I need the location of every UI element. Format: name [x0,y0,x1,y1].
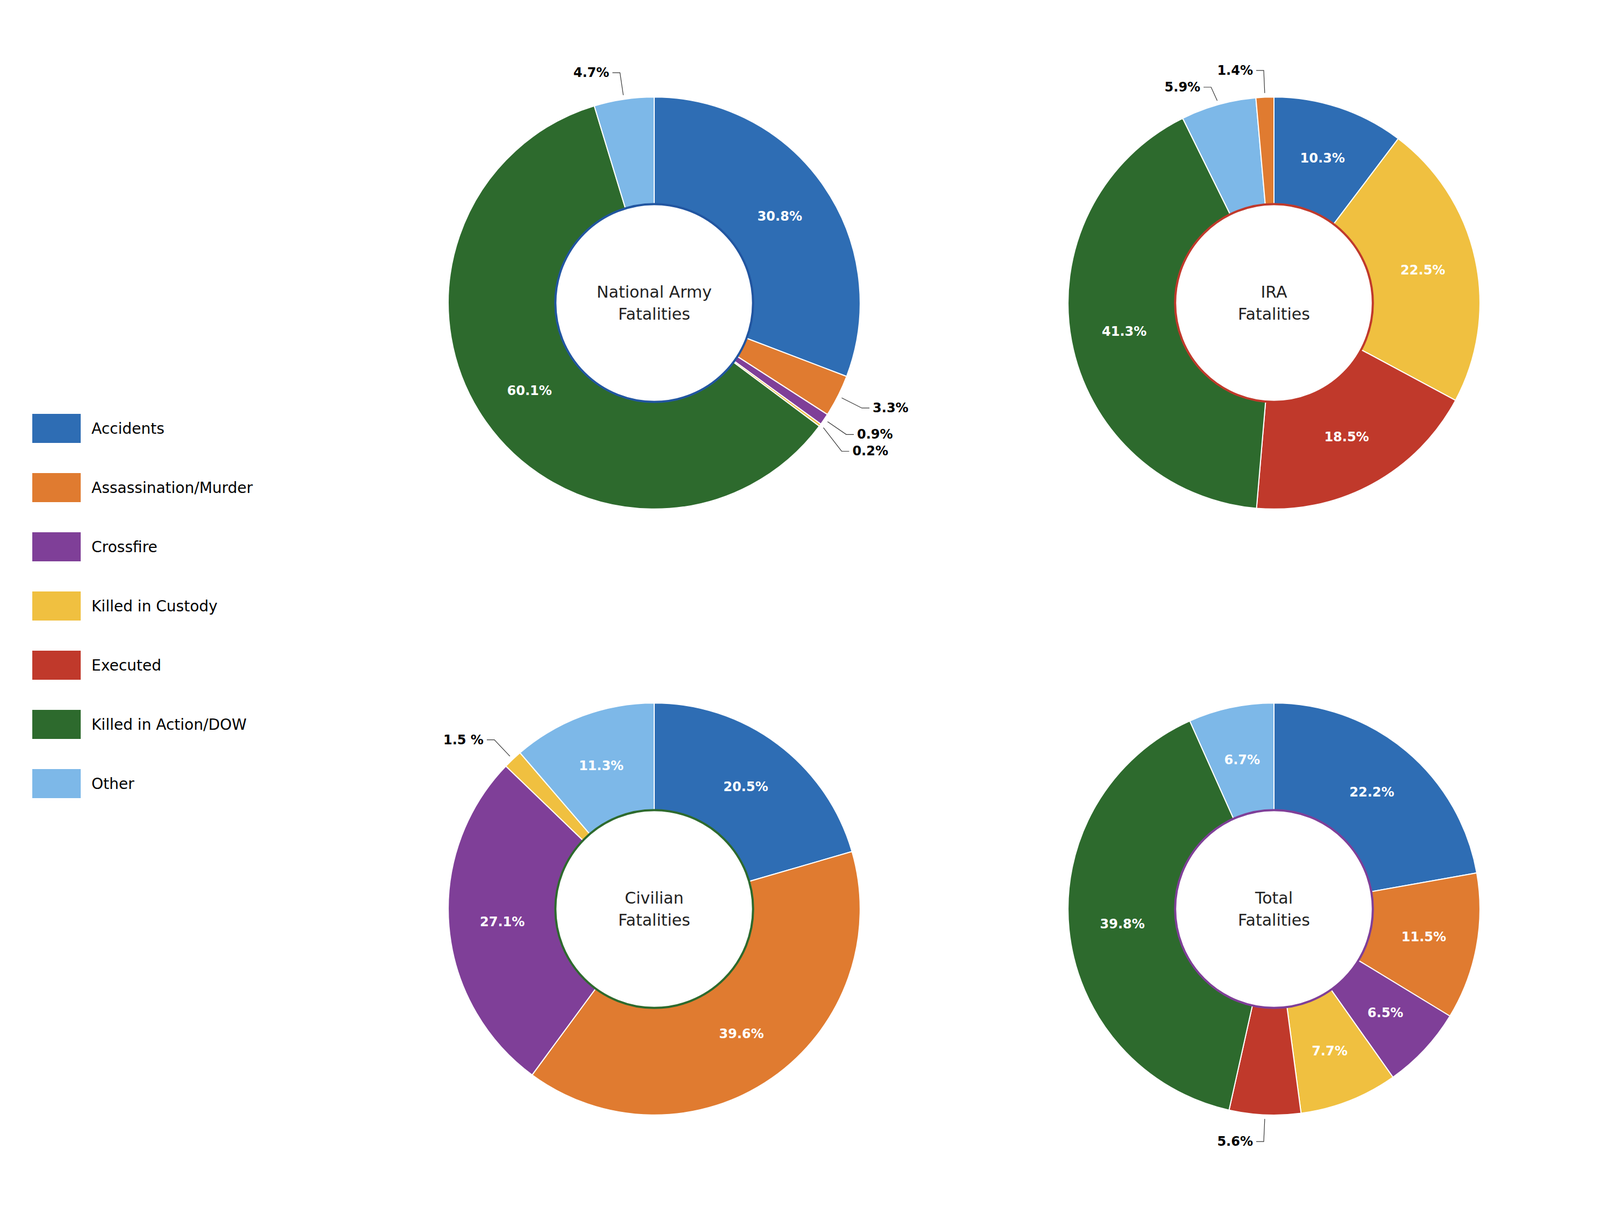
chart-canvas: National ArmyFatalities30.8%60.1%3.3%0.9… [0,0,1600,1212]
donut-slice [1273,702,1477,892]
slices [448,96,861,509]
legend-swatch [32,472,81,502]
leader-line [612,72,623,96]
donut-chart: CivilianFatalities 20.5% 39.6% 27.1% 11.3% 1.… [443,702,861,1115]
data-label: 1.5 % [443,732,484,748]
data-label: 39.6% [719,1025,764,1042]
data-label: 6.5% [1367,1004,1404,1021]
data-label: 7.7% [1311,1043,1348,1059]
donut-slice [1190,702,1274,819]
data-label: 30.8% [757,208,803,224]
data-label: 6.7% [1224,752,1261,768]
chart-title-line: Fatalities [1237,910,1311,930]
data-labels: 20.5% 39.6% 27.1% 11.3% 1.5 % [443,732,769,1042]
legend-swatch [32,413,81,443]
leader-line [486,739,511,757]
leader-line [1203,87,1217,101]
legend-label: Executed [91,656,162,675]
data-label: 60.1% [507,383,552,399]
data-labels: 30.8% 60.1% 3.3% 0.9%0.2% 4.7% [507,65,909,459]
legend-item: Killed in Action/DOW [32,709,247,739]
data-label: 5.6% [1216,1133,1253,1149]
legend-label: Assassination/Murder [91,478,253,497]
legend-item: Assassination/Murder [32,472,253,502]
legend-swatch [32,650,81,680]
donut-chart: IRAFatalities 10.3% 22.5% 18.5% 41.3% 5.9% 1.4… [1067,62,1481,509]
data-label: 10.3% [1300,150,1345,166]
data-label: 3.3% [872,400,909,416]
legend-label: Killed in Custody [91,597,218,615]
donut-chart: National ArmyFatalities 30.8% 60.1% 3.3% 0.9… [448,65,909,509]
legend: Accidents Assassination/Murder Crossfire Ki… [32,413,253,798]
legend-label: Killed in Action/DOW [91,715,247,734]
leader-line [1256,70,1265,94]
legend-swatch [32,768,81,798]
leader-line [827,421,854,435]
donut-slice [1182,97,1266,215]
data-label: 20.5% [723,779,768,795]
slices [448,702,861,1115]
chart-title-line: Civilian [624,888,684,908]
data-label: 11.5% [1401,929,1447,945]
data-label: 41.3% [1101,323,1147,339]
legend-item: Accidents [32,413,165,443]
legend-item: Executed [32,650,162,680]
donut-slice [654,96,861,377]
data-label: 0.2% [852,443,889,459]
slices [1067,702,1481,1115]
data-label: 22.5% [1400,262,1446,278]
data-labels: 22.2% 11.5% 6.5% 7.7% 39.8% 6.7% 5.6% [1099,752,1447,1149]
inner-ring [1174,203,1373,402]
leader-line [823,427,849,452]
donut-slice [654,702,853,882]
donut-slice [1256,349,1456,509]
data-label: 0.9% [857,426,894,442]
legend-swatch [32,591,81,621]
data-label: 22.2% [1349,784,1394,800]
data-labels: 10.3% 22.5% 18.5% 41.3% 5.9% 1.4% [1101,62,1446,445]
data-label: 39.8% [1099,916,1145,932]
chart-title-line: Fatalities [1237,304,1311,324]
legend-label: Accidents [91,419,165,438]
legend-item: Other [32,768,135,798]
data-label: 18.5% [1324,429,1369,445]
leader-line [841,397,870,408]
donut-slice [519,702,655,834]
legend-label: Crossfire [91,537,158,556]
legend-label: Other [91,774,135,793]
chart-title: National ArmyFatalities [596,282,712,324]
data-label: 1.4% [1216,62,1253,79]
legend-item: Crossfire [32,532,158,562]
donut-chart: TotalFatalities 22.2% 11.5% 6.5% 7.7% 39.8% 6.… [1067,702,1481,1149]
data-label: 27.1% [479,914,525,930]
chart-title: TotalFatalities [1237,888,1311,930]
chart-title: CivilianFatalities [618,888,691,930]
leader-line [1256,1118,1265,1142]
slices [1067,96,1481,509]
legend-swatch [32,709,81,739]
donut-slice [594,96,655,209]
chart-title-line: Total [1254,888,1293,908]
chart-title-line: Fatalities [618,910,691,930]
legend-item: Killed in Custody [32,591,218,621]
data-label: 11.3% [578,758,624,774]
legend-swatch [32,532,81,562]
donut-slice [1255,96,1274,205]
chart-title: IRAFatalities [1237,282,1311,324]
chart-title-line: IRA [1261,282,1288,302]
data-label: 5.9% [1164,79,1201,95]
inner-ring [1174,809,1373,1008]
inner-ring [555,809,754,1008]
data-label: 4.7% [573,65,610,81]
chart-title-line: Fatalities [618,304,691,324]
inner-ring [555,203,754,402]
chart-title-line: National Army [596,282,712,302]
